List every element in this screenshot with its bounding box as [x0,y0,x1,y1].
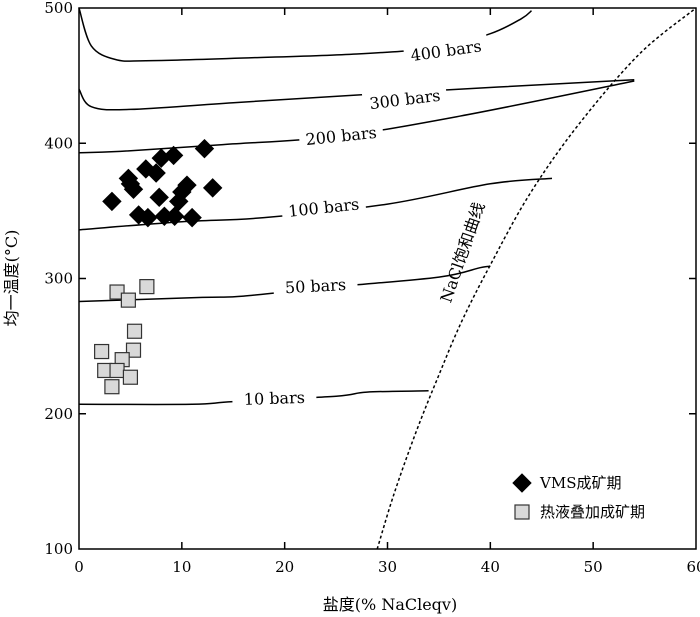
hydrothermal-point-1 [109,284,125,300]
y-tick-label-300: 300 [44,270,73,288]
vms-point-6 [146,163,166,183]
vms-point-9 [194,138,215,159]
nacl-saturation-label: NaCl饱和曲线 [436,200,488,305]
y-tick-label-400: 400 [44,134,73,152]
x-tick-label-10: 10 [172,558,191,576]
y-tick-label-200: 200 [44,405,73,423]
isochore-50-bars-line [78,265,491,303]
vms-point-1 [102,191,122,212]
x-tick-label-40: 40 [481,558,500,576]
x-axis-title: 盐度(% NaCleqv) [323,595,457,614]
isochore-400-bars-label: 400 bars [409,36,482,65]
nacl-saturation-curve [376,7,697,550]
isochore-300-bars-label: 300 bars [368,86,441,114]
hydrothermal-point-6 [94,343,110,360]
hydrothermal-point-3 [139,279,155,295]
vms-point-16 [138,207,158,228]
isochore-300-bars-line [78,78,635,111]
hydrothermal-point-11 [104,379,120,395]
hydrothermal-point-10 [122,369,139,385]
isochore-labels: 400 bars 300 bars 200 bars 100 bars 50 bars 1… [244,36,483,409]
vms-point-8 [163,145,184,166]
x-tick-label-30: 30 [378,558,397,576]
series-1 [102,138,223,228]
vms-point-18 [164,206,185,226]
vms-point-13 [149,187,169,208]
hydrothermal-point-5 [125,342,142,358]
vms-point-10 [202,178,223,198]
plot-frame [78,7,697,550]
isochore-200-bars-line [78,80,635,154]
isochore-50-bars-label: 50 bars [284,275,346,297]
x-axis: 0 10 20 30 40 50 60 [74,8,700,576]
legend-label-1: VMS成矿期 [539,474,621,492]
y-tick-label-100: 100 [44,540,73,558]
x-tick-label-60: 60 [686,558,700,576]
x-tick-label-50: 50 [584,558,603,576]
hydrothermal-point-4 [126,323,143,339]
isochore-10-bars-label: 10 bars [244,388,306,409]
isochore-400-bars-line [78,7,533,62]
legend-marker-2 [514,504,530,520]
vms-point-4 [123,179,144,199]
vms-point-19 [182,207,202,228]
legend-label-2: 热液叠加成矿期 [540,503,645,521]
series-2 [94,279,155,395]
hydrothermal-point-9 [109,362,125,379]
isochore-200-bars-label: 200 bars [305,123,378,149]
isochore-100-bars-label: 100 bars [287,195,360,221]
y-tick-label-500: 500 [44,0,73,17]
vms-point-14 [169,191,189,212]
x-tick-label-20: 20 [275,558,294,576]
data-points [94,138,223,395]
x-tick-label-0: 0 [74,558,84,576]
isochore-10-bars-line [78,390,429,406]
y-axis: 100 200 300 400 500 [44,0,696,558]
legend-marker-1 [512,473,532,493]
hydrothermal-point-2 [120,292,136,308]
y-axis-title: 均一温度(°C) [2,230,21,327]
